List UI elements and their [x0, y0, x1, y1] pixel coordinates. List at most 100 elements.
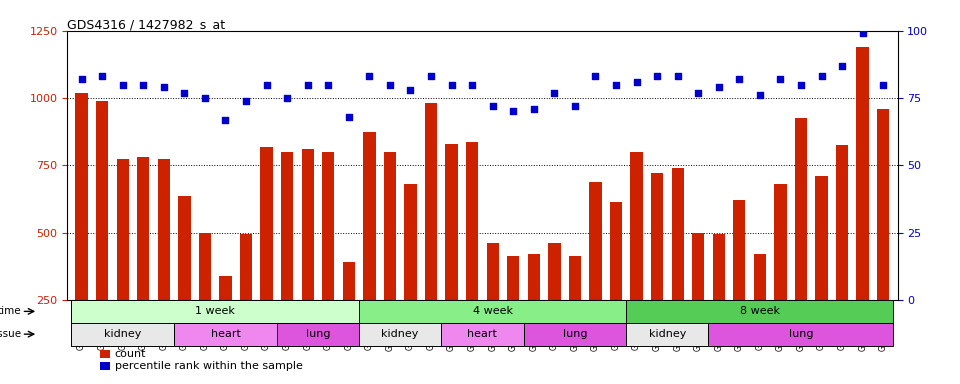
Bar: [626, 300, 894, 323]
Text: heart: heart: [468, 329, 497, 339]
Point: [485, 103, 500, 109]
Point: [403, 87, 419, 93]
Bar: [466, 142, 478, 367]
Bar: [404, 184, 417, 367]
Point: [218, 116, 233, 122]
Point: [321, 81, 336, 88]
Point: [834, 63, 850, 69]
Bar: [671, 168, 684, 367]
Bar: [507, 256, 519, 367]
Bar: [815, 176, 828, 367]
Point: [793, 81, 808, 88]
Text: tissue: tissue: [0, 329, 21, 339]
Text: GDS4316 / 1427982_s_at: GDS4316 / 1427982_s_at: [67, 18, 226, 31]
Text: lung: lung: [789, 329, 813, 339]
Point: [444, 81, 459, 88]
Point: [690, 89, 706, 96]
Bar: [137, 157, 150, 367]
Point: [546, 89, 562, 96]
Bar: [733, 200, 746, 367]
Bar: [260, 147, 273, 367]
Bar: [101, 350, 110, 358]
Point: [649, 73, 664, 79]
Bar: [523, 323, 626, 346]
Bar: [71, 323, 174, 346]
Point: [177, 89, 192, 96]
Bar: [775, 184, 786, 367]
Bar: [276, 323, 359, 346]
Bar: [589, 182, 602, 367]
Bar: [445, 144, 458, 367]
Bar: [363, 132, 375, 367]
Point: [855, 30, 871, 36]
Bar: [359, 300, 626, 323]
Point: [300, 81, 316, 88]
Bar: [631, 152, 643, 367]
Bar: [487, 243, 499, 367]
Point: [732, 76, 747, 82]
Bar: [179, 196, 190, 367]
Text: lung: lung: [305, 329, 330, 339]
Text: time: time: [0, 306, 21, 316]
Bar: [651, 174, 663, 367]
Bar: [76, 93, 87, 367]
Bar: [101, 362, 110, 370]
Bar: [343, 262, 355, 367]
Text: 1 week: 1 week: [195, 306, 235, 316]
Point: [156, 84, 172, 90]
Point: [814, 73, 829, 79]
Point: [711, 84, 727, 90]
Point: [423, 73, 439, 79]
Bar: [712, 234, 725, 367]
Point: [115, 81, 131, 88]
Text: kidney: kidney: [649, 329, 686, 339]
Point: [382, 81, 397, 88]
Point: [526, 106, 541, 112]
Bar: [219, 276, 231, 367]
Point: [670, 73, 685, 79]
Point: [197, 95, 212, 101]
Bar: [174, 323, 276, 346]
Point: [876, 81, 891, 88]
Text: percentile rank within the sample: percentile rank within the sample: [114, 361, 302, 371]
Bar: [71, 300, 359, 323]
Text: 8 week: 8 week: [740, 306, 780, 316]
Point: [259, 81, 275, 88]
Bar: [384, 152, 396, 367]
Bar: [708, 323, 894, 346]
Bar: [96, 101, 108, 367]
Bar: [199, 233, 211, 367]
Point: [588, 73, 603, 79]
Bar: [322, 152, 334, 367]
Point: [567, 103, 583, 109]
Bar: [157, 159, 170, 367]
Point: [94, 73, 109, 79]
Point: [341, 114, 356, 120]
Text: kidney: kidney: [381, 329, 419, 339]
Bar: [442, 323, 523, 346]
Bar: [626, 323, 708, 346]
Bar: [836, 145, 849, 367]
Bar: [877, 109, 889, 367]
Bar: [548, 243, 561, 367]
Text: lung: lung: [563, 329, 588, 339]
Bar: [568, 256, 581, 367]
Bar: [795, 118, 807, 367]
Bar: [240, 234, 252, 367]
Bar: [359, 323, 442, 346]
Point: [279, 95, 295, 101]
Point: [135, 81, 151, 88]
Bar: [856, 47, 869, 367]
Point: [238, 98, 253, 104]
Bar: [116, 159, 129, 367]
Point: [506, 108, 521, 114]
Text: kidney: kidney: [104, 329, 141, 339]
Text: 4 week: 4 week: [472, 306, 513, 316]
Bar: [754, 254, 766, 367]
Point: [773, 76, 788, 82]
Text: heart: heart: [210, 329, 240, 339]
Bar: [528, 254, 540, 367]
Bar: [281, 152, 294, 367]
Point: [609, 81, 624, 88]
Text: count: count: [114, 349, 146, 359]
